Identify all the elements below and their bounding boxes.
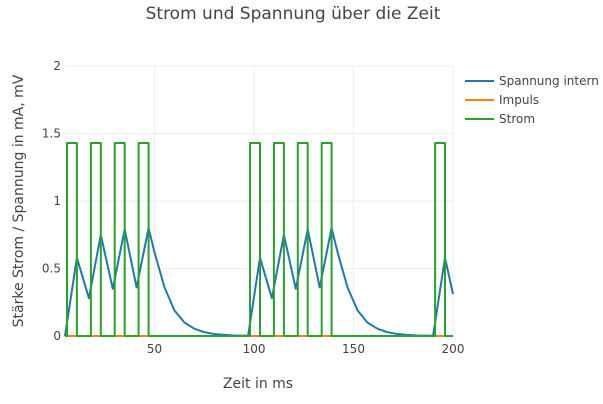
x-tick-label: 200 <box>442 342 465 356</box>
y-axis-ticks: 0 0.5 1 1.5 2 <box>42 59 61 343</box>
legend-label-0: Spannung intern <box>499 74 599 88</box>
legend-label-2: Strom <box>499 112 535 126</box>
legend-label-1: Impuls <box>499 93 539 107</box>
grid-lines <box>65 65 454 336</box>
plot-area <box>64 142 454 337</box>
chart-title: Strom und Spannung über die Zeit <box>146 4 441 24</box>
y-tick-label: 1.5 <box>42 127 61 141</box>
x-tick-label: 50 <box>147 342 162 356</box>
x-axis-title: Zeit in ms <box>223 376 293 392</box>
x-tick-label: 150 <box>342 342 365 356</box>
y-tick-label: 1 <box>53 194 61 208</box>
series-line-2 <box>65 142 453 337</box>
x-tick-label: 100 <box>243 342 266 356</box>
legend: Spannung intern Impuls Strom <box>465 74 599 126</box>
y-tick-label: 0 <box>53 329 61 343</box>
y-axis-title: Stärke Strom / Spannung in mA, mV <box>11 74 27 327</box>
x-axis-ticks: 50 100 150 200 <box>147 342 465 356</box>
y-tick-label: 0.5 <box>42 262 61 276</box>
y-tick-label: 2 <box>53 59 61 73</box>
